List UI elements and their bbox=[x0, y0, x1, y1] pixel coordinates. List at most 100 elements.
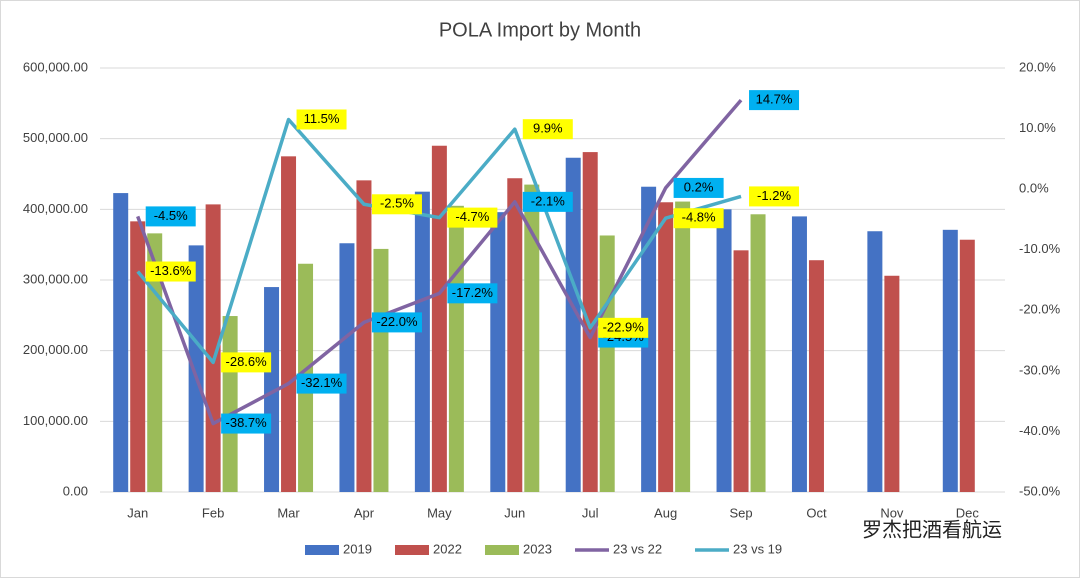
bar bbox=[264, 287, 280, 492]
bar bbox=[188, 245, 204, 492]
x-tick-label: Feb bbox=[202, 505, 224, 520]
data-label: -1.2% bbox=[749, 186, 800, 207]
data-label-bg bbox=[145, 206, 196, 227]
bar bbox=[490, 212, 506, 492]
data-label: 14.7% bbox=[749, 90, 800, 111]
data-label: -2.5% bbox=[371, 194, 422, 215]
x-tick-label: Aug bbox=[654, 505, 677, 520]
x-tick-label: Sep bbox=[729, 505, 752, 520]
data-label-bg bbox=[598, 317, 649, 338]
data-label: -22.0% bbox=[371, 312, 422, 333]
data-label-bg bbox=[221, 352, 272, 373]
data-label-text: 0.2% bbox=[684, 179, 714, 194]
legend-swatch bbox=[305, 545, 339, 555]
x-tick-label: Apr bbox=[354, 505, 375, 520]
data-label: -22.9% bbox=[598, 317, 649, 338]
y2-tick-label: 20.0% bbox=[1019, 59, 1056, 74]
legend-label: 23 vs 22 bbox=[613, 541, 662, 556]
data-label-bg bbox=[447, 283, 498, 304]
bar bbox=[356, 180, 372, 493]
data-label-text: 14.7% bbox=[756, 92, 793, 107]
data-label: -32.1% bbox=[296, 373, 347, 394]
y2-tick-label: 0.0% bbox=[1019, 181, 1049, 196]
y-tick-label: 200,000.00 bbox=[23, 342, 88, 357]
data-label-bg bbox=[749, 186, 800, 207]
legend-swatch bbox=[485, 545, 519, 555]
x-tick-label: Jun bbox=[504, 505, 525, 520]
x-tick-label: Dec bbox=[956, 505, 980, 520]
data-label-text: -32.1% bbox=[301, 375, 343, 390]
bar bbox=[599, 235, 615, 493]
data-label-bg bbox=[221, 413, 272, 434]
data-label-text: 9.9% bbox=[533, 121, 563, 136]
bar bbox=[281, 156, 297, 493]
bar bbox=[582, 152, 598, 493]
legend-label: 2023 bbox=[523, 541, 552, 556]
data-label: -28.6% bbox=[221, 352, 272, 373]
watermark: 罗杰把酒看航运 bbox=[862, 518, 1002, 541]
data-label-bg bbox=[371, 194, 422, 215]
data-label: -38.7% bbox=[221, 413, 272, 434]
data-label-text: -13.6% bbox=[150, 263, 192, 278]
bar bbox=[373, 248, 389, 492]
y-tick-label: 600,000.00 bbox=[23, 59, 88, 74]
x-tick-label: Oct bbox=[806, 505, 827, 520]
data-label-bg bbox=[522, 119, 573, 140]
bar bbox=[448, 205, 464, 493]
data-label-text: -4.7% bbox=[455, 209, 489, 224]
data-label-bg bbox=[371, 312, 422, 333]
bar bbox=[716, 209, 732, 493]
data-label-text: -22.9% bbox=[603, 319, 645, 334]
data-label-text: -1.2% bbox=[757, 188, 791, 203]
data-label-bg bbox=[673, 208, 724, 229]
bar bbox=[524, 184, 540, 492]
data-label-text: -22.0% bbox=[376, 314, 418, 329]
bar bbox=[507, 178, 523, 493]
data-label-bg bbox=[673, 177, 724, 198]
data-label-text: -2.5% bbox=[380, 196, 414, 211]
x-tick-label: Mar bbox=[277, 505, 300, 520]
data-label: -4.7% bbox=[447, 207, 498, 228]
data-label: -4.5% bbox=[145, 206, 196, 227]
y2-tick-label: -50.0% bbox=[1019, 483, 1061, 498]
data-label: 0.2% bbox=[673, 177, 724, 198]
data-label-text: -38.7% bbox=[226, 415, 268, 430]
data-label-bg bbox=[296, 373, 347, 394]
data-label-text: 11.5% bbox=[304, 111, 340, 126]
legend-label: 2019 bbox=[343, 541, 372, 556]
bar bbox=[222, 316, 238, 492]
bar bbox=[414, 191, 430, 492]
legend-label: 23 vs 19 bbox=[733, 541, 782, 556]
bar bbox=[658, 202, 674, 492]
y-tick-label: 500,000.00 bbox=[23, 130, 88, 145]
legend-swatch bbox=[395, 545, 429, 555]
bar bbox=[808, 260, 824, 492]
y2-tick-label: -20.0% bbox=[1019, 302, 1061, 317]
data-label: -2.1% bbox=[522, 191, 573, 212]
chart-title: POLA Import by Month bbox=[439, 19, 641, 41]
bar bbox=[733, 250, 749, 492]
bar bbox=[750, 214, 766, 492]
x-tick-label: May bbox=[427, 505, 452, 520]
x-tick-label: Jul bbox=[582, 505, 599, 520]
y-tick-label: 0.00 bbox=[63, 483, 88, 498]
bar bbox=[130, 221, 146, 492]
bar bbox=[339, 243, 355, 492]
data-label-bg bbox=[296, 109, 347, 130]
data-label-text: -17.2% bbox=[452, 285, 494, 300]
bar bbox=[565, 157, 581, 492]
y-tick-label: 300,000.00 bbox=[23, 271, 88, 286]
line-series bbox=[136, 98, 743, 426]
data-label: -13.6% bbox=[145, 261, 196, 282]
data-label-bg bbox=[145, 261, 196, 282]
y2-tick-label: 10.0% bbox=[1019, 120, 1056, 135]
data-label-text: -4.5% bbox=[154, 208, 188, 223]
y2-tick-label: -40.0% bbox=[1019, 423, 1061, 438]
y2-tick-label: -30.0% bbox=[1019, 362, 1061, 377]
data-label-text: -28.6% bbox=[226, 354, 268, 369]
bar bbox=[942, 229, 958, 492]
bar bbox=[791, 216, 807, 492]
bar bbox=[641, 186, 657, 492]
